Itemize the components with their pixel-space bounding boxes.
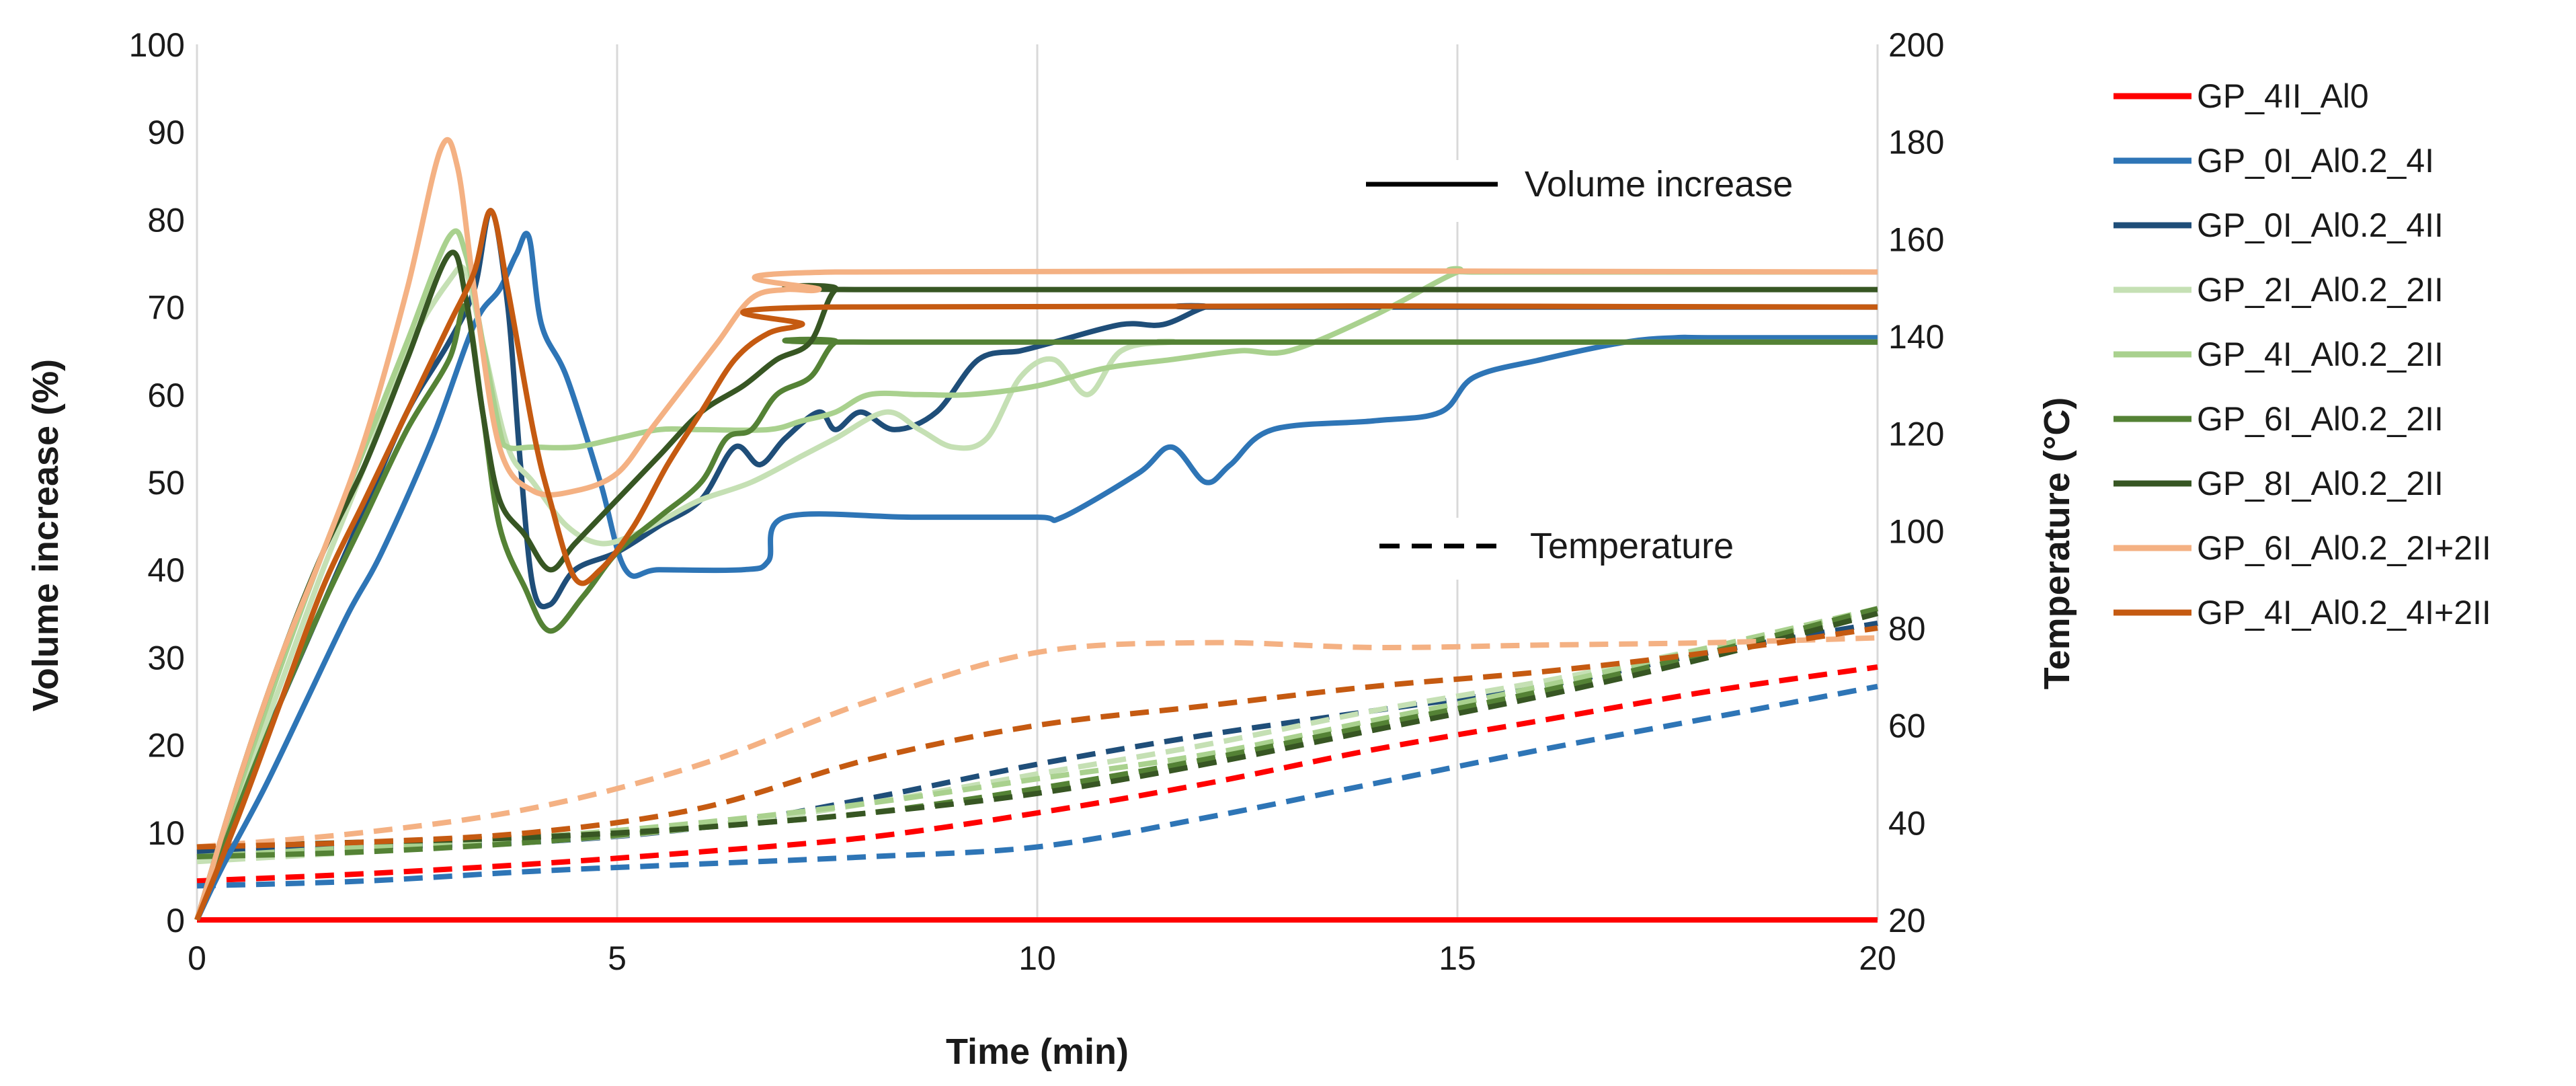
- legend-label: GP_2I_Al0.2_2II: [2197, 271, 2444, 309]
- y2-tick-label: 40: [1888, 804, 1926, 842]
- legend-label: GP_0I_Al0.2_4II: [2197, 206, 2444, 244]
- y-axis-title: Volume increase (%): [26, 359, 66, 711]
- legend-label: GP_4II_Al0: [2197, 77, 2369, 115]
- legend-item: GP_6I_Al0.2_2I+2II: [2114, 529, 2491, 567]
- temperature-line-4: [196, 606, 1878, 859]
- annotation-volume-bg: [1344, 160, 1862, 222]
- volume-line-7: [194, 137, 1878, 921]
- plot-area: [194, 137, 1879, 923]
- legend-item: GP_8I_Al0.2_2II: [2114, 465, 2444, 502]
- legend: GP_4II_Al0 GP_0I_Al0.2_4I GP_0I_Al0.2_4II G…: [2114, 77, 2491, 631]
- temperature-line-0: [196, 664, 1878, 884]
- legend-label: GP_0I_Al0.2_4I: [2197, 142, 2434, 180]
- volume-line-5: [194, 303, 1878, 921]
- y2-tick-label: 60: [1888, 707, 1926, 745]
- y-tick-label: 70: [147, 289, 185, 327]
- annotation-temperature: Temperature: [1338, 518, 1822, 580]
- legend-label: GP_6I_Al0.2_2I+2II: [2197, 529, 2491, 567]
- y2-tick-label: 200: [1888, 26, 1944, 64]
- y2-tick-label: 160: [1888, 221, 1944, 258]
- temperature-line-6: [196, 611, 1879, 850]
- legend-item: GP_4II_Al0: [2114, 77, 2369, 115]
- temperature-line-1: [196, 683, 1878, 889]
- x-tick-label: 10: [1018, 939, 1056, 977]
- temperature-line-5: [196, 606, 1879, 859]
- y2-tick-label: 140: [1888, 318, 1944, 356]
- y-tick-label: 0: [166, 902, 185, 939]
- temperature-line-7: [196, 635, 1878, 850]
- y2-tick-label: 20: [1888, 902, 1926, 939]
- y-tick-label: 30: [147, 639, 185, 676]
- y2-tick-label: 100: [1888, 512, 1944, 550]
- y2-tick-label: 180: [1888, 124, 1944, 161]
- x-tick-label: 0: [188, 939, 206, 977]
- legend-item: GP_4I_Al0.2_4I+2II: [2114, 594, 2491, 631]
- x-axis-title: Time (min): [946, 1032, 1129, 1072]
- y2-tick-label: 120: [1888, 416, 1944, 453]
- legend-item: GP_2I_Al0.2_2II: [2114, 271, 2444, 309]
- y-tick-label: 100: [129, 26, 185, 64]
- legend-label: GP_4I_Al0.2_4I+2II: [2197, 594, 2491, 631]
- annotation-volume: Volume increase: [1344, 160, 1862, 222]
- x-tick-label: 20: [1859, 939, 1896, 977]
- y-tick-label: 20: [147, 727, 185, 765]
- volume-line-1: [194, 231, 1878, 921]
- legend-label: GP_6I_Al0.2_2II: [2197, 400, 2444, 438]
- annotation-temperature-bg: [1338, 518, 1822, 580]
- volume-line-8: [194, 208, 1878, 921]
- y2-tick-label: 80: [1888, 610, 1926, 648]
- y-tick-label: 80: [147, 201, 185, 239]
- annotation-volume-label: Volume increase: [1525, 164, 1793, 204]
- legend-item: GP_6I_Al0.2_2II: [2114, 400, 2444, 438]
- legend-label: GP_8I_Al0.2_2II: [2197, 465, 2444, 502]
- y-tick-label: 60: [147, 377, 185, 414]
- legend-label: GP_4I_Al0.2_2II: [2197, 336, 2444, 373]
- volume-line-4: [194, 228, 1878, 921]
- legend-item: GP_4I_Al0.2_2II: [2114, 336, 2444, 373]
- legend-item: GP_0I_Al0.2_4II: [2114, 206, 2444, 244]
- y-tick-label: 50: [147, 464, 185, 502]
- annotation-temperature-label: Temperature: [1530, 526, 1734, 566]
- y-tick-label: 10: [147, 814, 185, 852]
- y-tick-label: 40: [147, 551, 185, 589]
- y-tick-label: 90: [147, 114, 185, 151]
- y2-axis-title: Temperature (°C): [2037, 397, 2077, 690]
- legend-item: GP_0I_Al0.2_4I: [2114, 142, 2434, 180]
- x-tick-label: 5: [608, 939, 627, 977]
- x-tick-label: 15: [1439, 939, 1476, 977]
- tick-labels: 0 5 10 15 2001020304050607080901002040608010…: [129, 26, 1945, 977]
